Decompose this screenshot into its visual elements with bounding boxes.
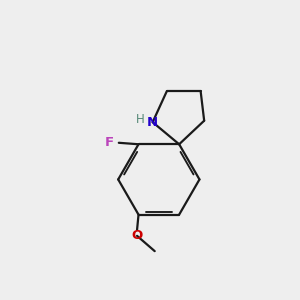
Text: N: N	[147, 116, 158, 129]
Text: F: F	[104, 136, 114, 149]
Text: O: O	[131, 229, 143, 242]
Text: H: H	[136, 113, 145, 126]
